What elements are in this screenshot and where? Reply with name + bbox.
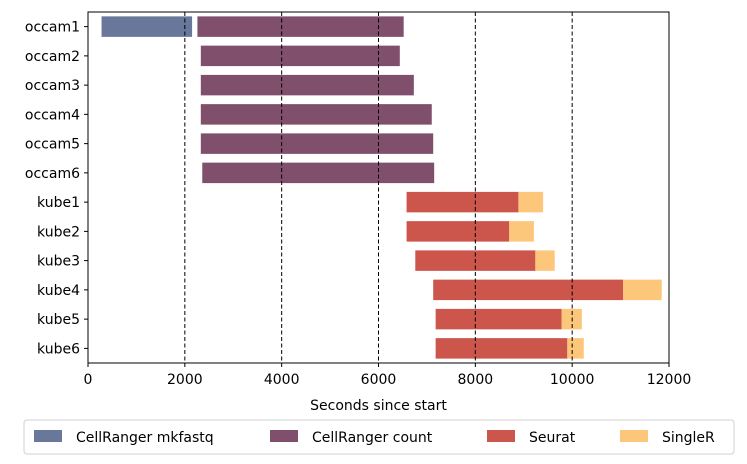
legend-swatch [34, 430, 62, 442]
bar-occam1-cellranger-count [197, 16, 404, 37]
x-axis: 0 2000 4000 6000 8000 10000 12000 [84, 363, 692, 388]
bar-occam3-cellranger-count [200, 74, 414, 96]
legend-label: Seurat [529, 430, 576, 446]
bar-kube4-seurat [433, 279, 624, 301]
y-axis: occam1 occam2 occam3 occam4 occam5 occam6 kube… [25, 20, 88, 357]
legend-label: CellRanger count [312, 430, 433, 446]
y-tick-label: kube3 [37, 254, 80, 270]
x-tick-label: 8000 [458, 372, 494, 388]
bar-occam4-cellranger-count [200, 104, 432, 125]
y-tick-label: kube6 [37, 341, 80, 357]
bar-kube3-singler [535, 250, 555, 271]
bar-kube1-singler [518, 191, 544, 213]
y-tick-label: occam4 [25, 107, 80, 123]
bar-occam2-cellranger-count [200, 45, 400, 67]
y-tick-label: occam2 [25, 49, 80, 65]
y-tick-label: kube5 [37, 312, 80, 328]
legend-label: CellRanger mkfastq [76, 430, 214, 446]
bar-kube2-singler [509, 221, 534, 242]
y-tick-label: occam5 [25, 137, 80, 153]
legend-box [23, 419, 735, 455]
y-tick-label: kube4 [37, 283, 80, 299]
y-tick-label: kube1 [37, 195, 80, 211]
bar-kube2-seurat [406, 221, 510, 242]
bar-kube6-seurat [435, 338, 568, 359]
x-tick-label: 6000 [361, 372, 397, 388]
x-axis-label: Seconds since start [310, 398, 447, 414]
x-tick-label: 12000 [647, 372, 692, 388]
bar-kube4-singler [623, 279, 662, 301]
y-tick-label: occam6 [25, 166, 80, 182]
y-tick-label: occam1 [25, 20, 80, 36]
x-tick-label: 2000 [167, 372, 203, 388]
bar-occam6-cellranger-count [202, 162, 435, 184]
bar-kube5-seurat [435, 308, 562, 330]
x-tick-label: 4000 [264, 372, 300, 388]
legend: CellRanger mkfastq CellRanger count Seurat… [23, 419, 735, 455]
x-tick-label: 0 [84, 372, 93, 388]
bar-kube6-singler [567, 338, 584, 359]
bar-occam1-cellranger-mkfastq [101, 16, 193, 37]
bars-layer [101, 16, 662, 359]
y-tick-label: occam3 [25, 78, 80, 94]
bar-kube1-seurat [406, 191, 519, 213]
legend-swatch [270, 430, 298, 442]
legend-label: SingleR [662, 430, 715, 446]
legend-swatch [487, 430, 515, 442]
legend-swatch [620, 430, 648, 442]
x-tick-label: 10000 [550, 372, 595, 388]
reference-lines [184, 12, 573, 363]
bar-occam5-cellranger-count [200, 133, 434, 154]
y-tick-label: kube2 [37, 224, 80, 240]
